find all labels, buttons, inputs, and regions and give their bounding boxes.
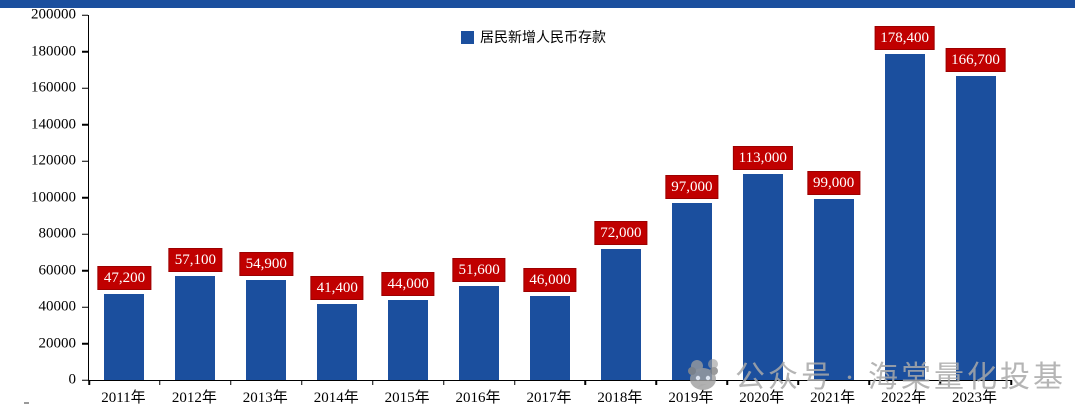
x-tick-label: 2022年 <box>881 390 927 406</box>
x-axis-tick <box>868 380 870 385</box>
x-tick-label: 2019年 <box>668 390 714 406</box>
x-tick-label: 2018年 <box>597 390 643 406</box>
x-tick-label: 2016年 <box>455 390 501 406</box>
y-axis-tick <box>82 379 88 381</box>
bar-group: 54,900 <box>231 15 302 380</box>
bar <box>671 202 712 380</box>
bar <box>104 293 145 380</box>
bar-group: 178,400 <box>869 15 940 380</box>
legend-swatch-icon <box>461 30 474 44</box>
value-label: 57,100 <box>168 247 222 272</box>
y-axis-tick <box>82 269 88 272</box>
stray-mark <box>24 402 29 404</box>
x-tick-label: 2023年 <box>952 390 998 406</box>
bar-group: 51,600 <box>444 15 515 380</box>
y-axis-tick <box>82 342 88 345</box>
bar <box>884 54 925 380</box>
x-tick-label: 2014年 <box>313 390 359 406</box>
x-axis-tick <box>371 380 374 385</box>
x-axis-tick <box>939 380 941 385</box>
y-tick-label: 180000 <box>31 43 76 59</box>
bar-group: 99,000 <box>798 15 869 380</box>
value-label: 47,200 <box>97 265 152 290</box>
bar <box>246 279 287 380</box>
x-axis-tick <box>726 380 729 385</box>
y-axis-tick <box>82 14 88 16</box>
value-label: 51,600 <box>452 257 506 282</box>
y-axis-labels: 0 20000 40000 60000 80000 100000 120000 140000 1… <box>0 7 77 387</box>
x-axis-tick <box>1010 380 1012 385</box>
x-tick-label: 2021年 <box>810 390 856 406</box>
x-axis-tick <box>159 380 161 385</box>
bar-group: 57,100 <box>160 15 231 380</box>
y-axis-tick <box>82 306 88 308</box>
x-tick-label: 2020年 <box>739 390 785 406</box>
value-label: 166,700 <box>945 47 1006 72</box>
bar-group: 97,000 <box>656 15 727 380</box>
legend-label: 居民新增人民币存款 <box>480 31 606 46</box>
y-tick-label: 60000 <box>38 262 77 278</box>
bar-group: 47,200 <box>89 15 160 380</box>
value-label: 46,000 <box>523 268 577 293</box>
value-label: 99,000 <box>807 171 861 196</box>
bar-group: 113,000 <box>727 15 798 380</box>
bar <box>813 199 854 380</box>
bar <box>388 299 429 380</box>
x-tick-label: 2013年 <box>242 390 288 406</box>
y-tick-label: 0 <box>68 371 77 388</box>
y-tick-label: 160000 <box>31 79 76 96</box>
value-label: 54,900 <box>239 251 293 276</box>
x-axis-tick <box>301 380 303 385</box>
bar <box>459 285 500 380</box>
bar <box>529 296 570 380</box>
x-tick-label: 2017年 <box>526 390 572 406</box>
x-tick-label: 2015年 <box>384 390 430 406</box>
bar <box>955 75 996 380</box>
bar <box>600 248 641 380</box>
x-axis-tick <box>513 380 516 385</box>
value-label: 178,400 <box>874 26 935 51</box>
y-tick-label: 40000 <box>38 298 77 315</box>
y-axis-tick <box>82 123 88 126</box>
x-tick-label: 2012年 <box>171 390 217 406</box>
plot-area: 47,200 57,100 54,900 41,400 44,000 51,600 46,0… <box>82 14 1012 385</box>
y-axis-tick <box>82 196 88 199</box>
x-axis-tick <box>797 380 799 385</box>
x-tick-label: 2011年 <box>101 390 146 406</box>
y-tick-label: 100000 <box>31 189 76 205</box>
y-axis-tick <box>82 160 88 162</box>
bar-group: 166,700 <box>940 15 1011 380</box>
value-label: 97,000 <box>665 174 719 199</box>
x-axis-tick <box>584 380 587 385</box>
value-label: 113,000 <box>732 145 793 170</box>
y-axis-tick <box>82 50 88 53</box>
legend: 居民新增人民币存款 <box>461 27 606 47</box>
x-axis-tick <box>442 380 445 385</box>
bar-group: 46,000 <box>515 15 586 380</box>
y-tick-label: 200000 <box>31 6 76 23</box>
bar <box>742 173 783 380</box>
y-axis-tick <box>82 233 88 235</box>
bar-group: 44,000 <box>373 15 444 380</box>
x-axis-tick <box>230 380 232 385</box>
y-tick-label: 20000 <box>38 335 77 351</box>
bar <box>317 304 358 380</box>
bar <box>175 275 216 380</box>
value-label: 44,000 <box>381 271 435 296</box>
x-axis-tick <box>655 380 658 385</box>
top-border-strip <box>0 0 1075 8</box>
y-tick-label: 80000 <box>38 225 77 242</box>
x-axis-tick <box>88 380 90 385</box>
bar-group: 41,400 <box>302 15 373 380</box>
y-tick-label: 120000 <box>31 152 76 169</box>
x-axis-labels: 2011年 2012年 2013年 2014年 2015年 2016年 2017年 2018年… <box>88 386 1010 410</box>
value-label: 72,000 <box>594 220 648 245</box>
bar-group: 72,000 <box>585 15 656 380</box>
value-label: 41,400 <box>310 276 364 301</box>
y-axis-tick <box>82 87 88 89</box>
y-tick-label: 140000 <box>31 116 76 132</box>
